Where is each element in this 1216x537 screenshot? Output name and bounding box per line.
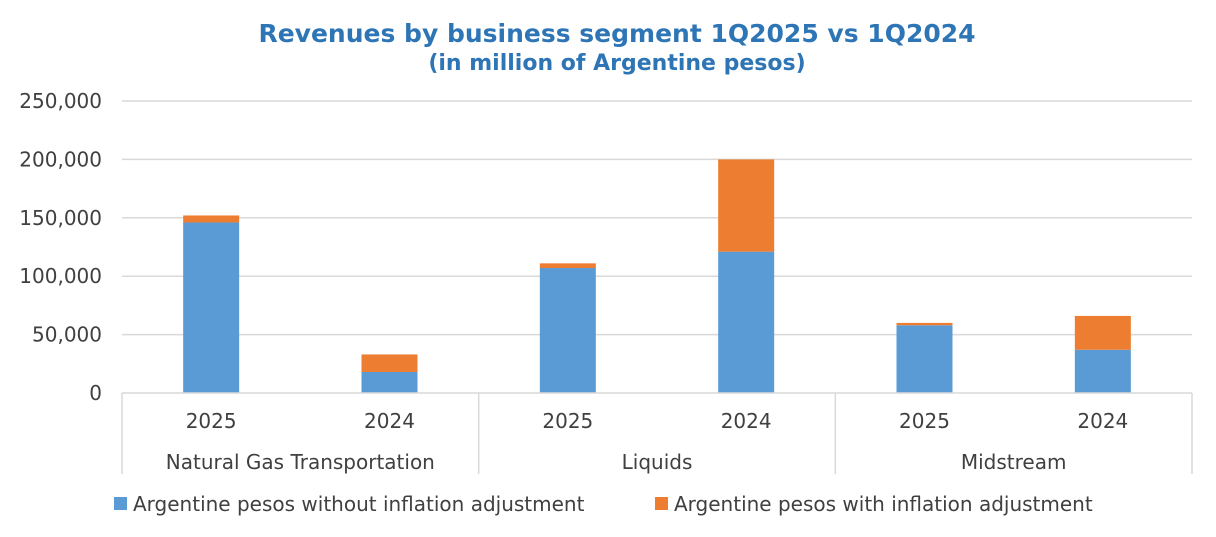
bars (183, 159, 1131, 393)
bar-without-adjustment (1074, 349, 1131, 393)
bar-with-adjustment (718, 159, 775, 252)
bar-with-adjustment (361, 354, 418, 372)
legend-swatch (655, 497, 668, 510)
x-tick-label: 2025 (186, 409, 237, 433)
bar-without-adjustment (361, 371, 418, 393)
bar-without-adjustment (183, 222, 240, 393)
x-tick-label: 2024 (721, 409, 772, 433)
y-tick-label: 50,000 (32, 323, 102, 347)
x-tick-label: 2024 (1077, 409, 1128, 433)
legend-label: Argentine pesos without inflation adjust… (133, 492, 585, 516)
bar-with-adjustment (183, 215, 240, 223)
legend-label: Argentine pesos with inflation adjustmen… (674, 492, 1093, 516)
bar-without-adjustment (718, 251, 775, 393)
bar-with-adjustment (539, 263, 596, 269)
x-group-label: Liquids (622, 450, 693, 474)
x-group-label: Natural Gas Transportation (166, 450, 435, 474)
bar-without-adjustment (896, 325, 953, 393)
y-tick-label: 0 (89, 381, 102, 405)
gridlines (122, 100, 1192, 336)
y-axis-ticks: 0 50,000 100,000 150,000 200,000 250,000 (19, 89, 102, 405)
x-tick-label: 2025 (899, 409, 950, 433)
legend-swatch (114, 497, 127, 510)
y-tick-label: 100,000 (19, 264, 102, 288)
bar-without-adjustment (539, 268, 596, 393)
chart-subtitle: (in million of Argentine pesos) (428, 51, 805, 76)
legend: Argentine pesos without inflation adjust… (114, 492, 1093, 516)
x-tick-label: 2024 (364, 409, 415, 433)
x-tick-label: 2025 (542, 409, 593, 433)
bar-with-adjustment (896, 322, 953, 326)
y-tick-label: 250,000 (19, 89, 102, 113)
chart-title: Revenues by business segment 1Q2025 vs 1… (258, 19, 975, 48)
bar-with-adjustment (1074, 315, 1131, 350)
x-axis: 2025 2024 2025 2024 2025 2024 Natural Gas Tran… (121, 392, 1193, 474)
y-tick-label: 150,000 (19, 206, 102, 230)
y-tick-label: 200,000 (19, 147, 102, 171)
x-group-label: Midstream (961, 450, 1067, 474)
